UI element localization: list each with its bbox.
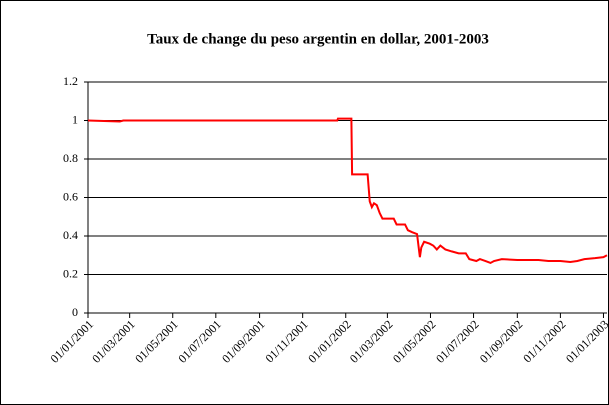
y-tick-label: 0 <box>72 305 78 319</box>
y-tick-label: 0.6 <box>63 189 78 203</box>
data-line <box>87 117 608 265</box>
y-tick-label: 0.8 <box>63 151 78 165</box>
y-tick-label: 1 <box>72 112 78 126</box>
y-tick-label: 0.2 <box>63 266 78 280</box>
y-tick-label: 1.2 <box>63 74 78 88</box>
chart-title: Taux de change du peso argentin en dolla… <box>147 31 489 47</box>
y-tick-label: 0.4 <box>63 228 78 242</box>
